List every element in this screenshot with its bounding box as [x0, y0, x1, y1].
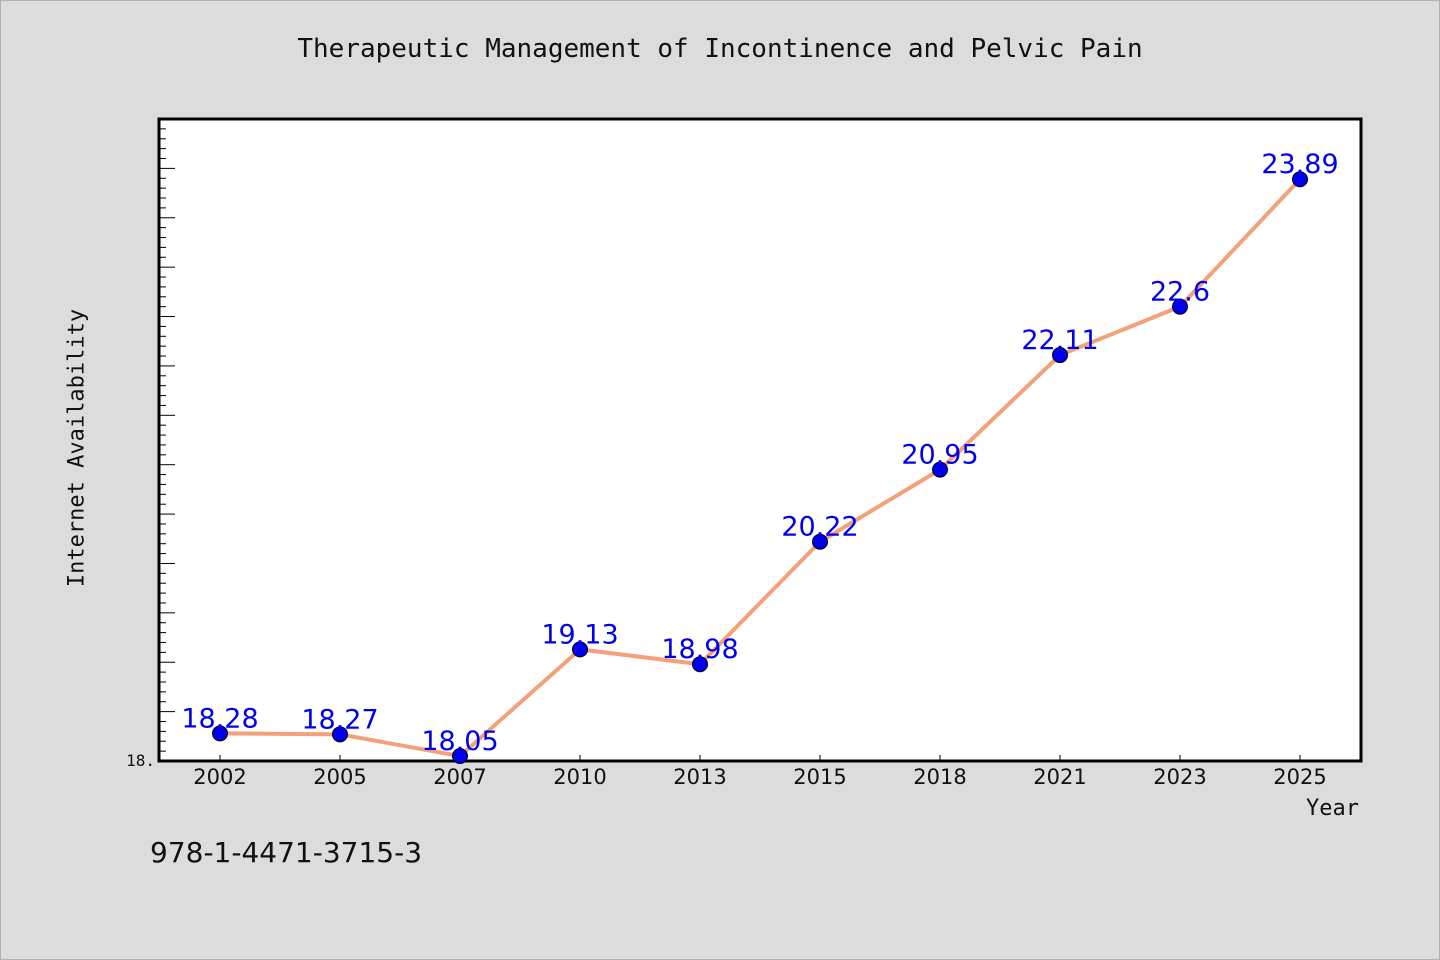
data-point	[452, 748, 468, 765]
data-label: 20.95	[901, 440, 978, 471]
x-tick-label: 2005	[313, 765, 366, 789]
data-point	[212, 725, 228, 742]
data-label: 18.05	[421, 726, 498, 757]
x-tick-label: 2013	[673, 765, 726, 789]
y-tick-label: 18.	[126, 751, 155, 770]
x-tick-label: 2010	[553, 765, 606, 789]
data-point	[1292, 171, 1308, 188]
data-label: 22.11	[1021, 325, 1098, 356]
data-point	[932, 461, 948, 478]
plot-area	[157, 117, 1363, 763]
data-label: 19.13	[541, 619, 618, 650]
data-label: 18.27	[301, 704, 378, 735]
x-tick-label: 2018	[913, 765, 966, 789]
data-point	[1172, 298, 1188, 315]
x-tick-label: 2007	[433, 765, 486, 789]
x-tick-label: 2021	[1033, 765, 1086, 789]
data-label: 20.22	[781, 512, 858, 543]
x-tick-label: 2025	[1273, 765, 1326, 789]
x-tick-label: 2002	[193, 765, 246, 789]
x-tick-label: 2015	[793, 765, 846, 789]
data-point	[812, 533, 828, 550]
data-point	[572, 641, 588, 658]
data-point	[692, 656, 708, 673]
isbn-text: 978-1-4471-3715-3	[150, 836, 423, 869]
data-label: 18.28	[181, 703, 258, 734]
series-line	[218, 177, 1302, 759]
data-label: 18.98	[661, 634, 738, 665]
x-tick-label: 2023	[1153, 765, 1206, 789]
data-point	[1052, 347, 1068, 364]
data-label: 23.89	[1261, 149, 1338, 180]
data-label: 22.6	[1150, 277, 1210, 308]
data-point	[332, 726, 348, 743]
x-axis-label: Year	[1306, 796, 1359, 821]
chart-title: Therapeutic Management of Incontinence a…	[297, 34, 1143, 64]
